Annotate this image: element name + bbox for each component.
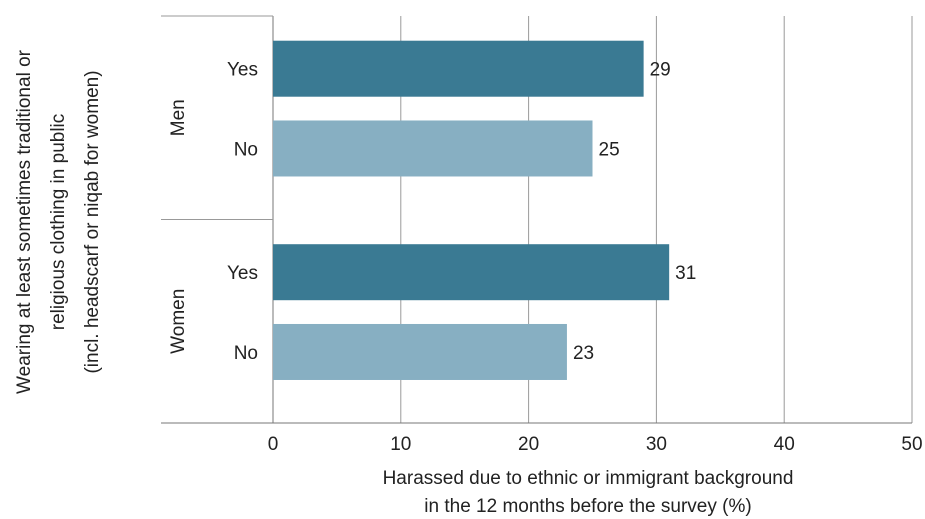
labels: 0 10 20 30 40 50 Men Yes 29 No 25 Women Yes 31 No 23 <box>168 60 923 455</box>
x-tick-label: 10 <box>390 434 411 455</box>
bars <box>273 40 670 380</box>
x-axis-title-line1: Harassed due to ethnic or immigrant back… <box>383 468 794 489</box>
category-label: No <box>234 343 258 364</box>
data-label: 29 <box>650 60 671 81</box>
data-label: 25 <box>599 139 620 160</box>
category-label: Yes <box>227 263 258 284</box>
group-label-men: Men <box>168 99 189 136</box>
bar-men-no <box>273 120 593 177</box>
x-tick-label: 20 <box>518 434 539 455</box>
bar-men-yes <box>273 40 644 97</box>
x-tick-label: 0 <box>268 434 279 455</box>
data-label: 31 <box>675 263 696 284</box>
x-axis-title-line2: in the 12 months before the survey (%) <box>424 496 751 517</box>
y-axis-title-line2: religious clothing in public <box>48 114 69 331</box>
bar-women-yes <box>273 244 670 301</box>
x-tick-label: 50 <box>901 434 922 455</box>
category-label: Yes <box>227 60 258 81</box>
x-tick-label: 40 <box>774 434 795 455</box>
x-tick-label: 30 <box>646 434 667 455</box>
group-label-women: Women <box>168 289 189 354</box>
y-axis-title-line1: Wearing at least sometimes traditional o… <box>14 49 35 394</box>
data-label: 23 <box>573 343 594 364</box>
category-label: No <box>234 139 258 160</box>
bar-women-no <box>273 323 567 380</box>
y-axis-title-line3: (incl. headscarf or niqab for women) <box>82 70 103 373</box>
